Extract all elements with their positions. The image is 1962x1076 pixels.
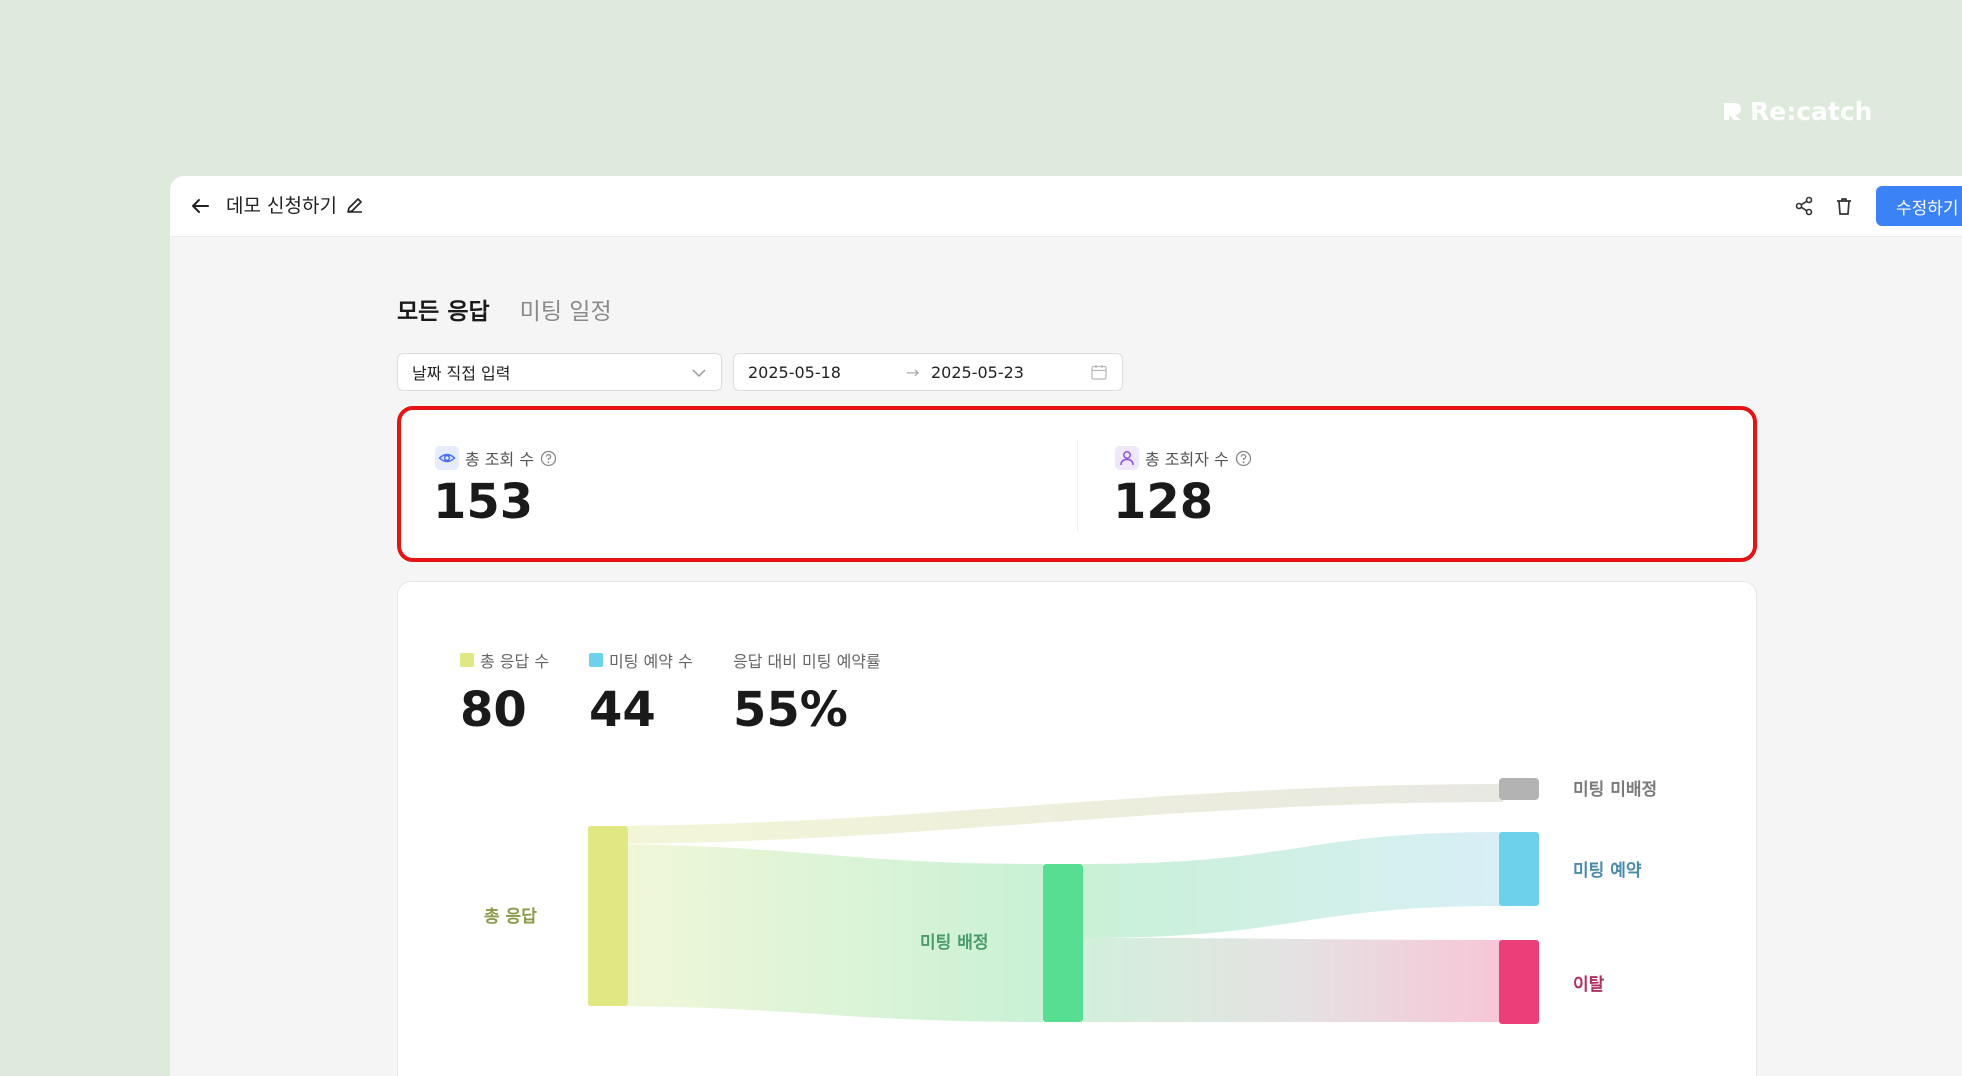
sankey-label-assigned: 미팅 배정 [920, 933, 988, 953]
meetings-booked-value: 44 [589, 682, 656, 738]
pencil-icon[interactable] [345, 195, 365, 215]
sankey-link-total-assigned [588, 844, 1043, 1022]
tab-meeting-schedule[interactable]: 미팅 일정 [519, 299, 612, 325]
total-responses-swatch [460, 653, 474, 667]
tab-all-responses[interactable]: 모든 응답 [397, 299, 490, 325]
total-viewers-label: 총 조회자 수 [1115, 446, 1252, 470]
total-views-label: 총 조회 수 [435, 446, 557, 470]
share-icon[interactable] [1792, 194, 1816, 218]
sankey-label-total: 총 응답 [484, 907, 537, 927]
sankey-link-total-unassigned [588, 784, 1503, 844]
help-icon[interactable] [540, 450, 557, 467]
booking-rate-label: 응답 대비 미팅 예약률 [733, 652, 881, 671]
date-end-input[interactable]: 2025-05-23 [931, 363, 1024, 382]
view-stats-card: 총 조회 수 153 총 조회자 수 128 [397, 406, 1757, 562]
stats-divider [1077, 440, 1078, 532]
calendar-icon[interactable] [1090, 363, 1108, 381]
sankey-label-booked: 미팅 예약 [1573, 860, 1642, 881]
total-viewers-text: 총 조회자 수 [1145, 450, 1229, 469]
form-title: 데모 신청하기 [226, 195, 337, 217]
sankey-node-total [588, 826, 628, 1006]
total-responses-value: 80 [460, 682, 527, 738]
metric-total-responses: 총 응답 수 80 [460, 648, 549, 738]
user-icon [1115, 446, 1139, 470]
date-range-picker[interactable]: 2025-05-18 → 2025-05-23 [733, 353, 1123, 391]
sankey-node-unassigned [1499, 778, 1539, 800]
sankey-label-churn: 이탈 [1573, 974, 1605, 995]
total-views-text: 총 조회 수 [465, 450, 535, 469]
sankey-node-churn [1499, 940, 1539, 1024]
brand-logo: Re:catch [1723, 94, 1872, 128]
eye-icon [435, 446, 459, 470]
sankey-link-assigned-booked [1083, 832, 1503, 938]
meetings-booked-label: 미팅 예약 수 [609, 652, 693, 671]
brand-name: Re:catch [1750, 96, 1873, 126]
brand-mark-icon [1724, 102, 1741, 120]
response-funnel-card: 총 응답 수 80 미팅 예약 수 44 응답 대비 미팅 예약률 55% [397, 581, 1757, 1076]
total-responses-label: 총 응답 수 [480, 652, 550, 671]
help-icon[interactable] [1235, 450, 1252, 467]
sankey-link-assigned-churn [1083, 938, 1503, 1022]
date-start-input[interactable]: 2025-05-18 [748, 363, 841, 382]
sankey-node-booked [1499, 832, 1539, 906]
booking-rate-value: 55% [733, 682, 848, 738]
view-tabs: 모든 응답 미팅 일정 [397, 292, 612, 326]
total-viewers-value: 128 [1113, 474, 1214, 530]
back-arrow-icon[interactable] [188, 194, 212, 218]
edit-button[interactable]: 수정하기 [1876, 186, 1962, 226]
total-views-value: 153 [433, 474, 534, 530]
app-window: 데모 신청하기 수정하기 모든 응답 미팅 일정 날짜 직접 입력 2025-0… [170, 176, 1962, 1076]
trash-icon[interactable] [1832, 194, 1856, 218]
chevron-down-icon [692, 369, 706, 378]
metric-meetings-booked: 미팅 예약 수 44 [589, 648, 693, 738]
date-range-select[interactable]: 날짜 직접 입력 [397, 353, 722, 391]
sankey-diagram: 총 응답 미팅 배정 미팅 미배정 미팅 예약 이탈 [484, 778, 1657, 1024]
sankey-node-assigned [1043, 864, 1083, 1022]
metric-booking-rate: 응답 대비 미팅 예약률 55% [733, 648, 881, 738]
date-arrow-separator: → [906, 363, 920, 382]
meetings-booked-swatch [589, 653, 603, 667]
sankey-label-unassigned: 미팅 미배정 [1573, 780, 1657, 800]
top-bar: 데모 신청하기 수정하기 [170, 176, 1962, 237]
date-range-select-value: 날짜 직접 입력 [412, 364, 511, 383]
